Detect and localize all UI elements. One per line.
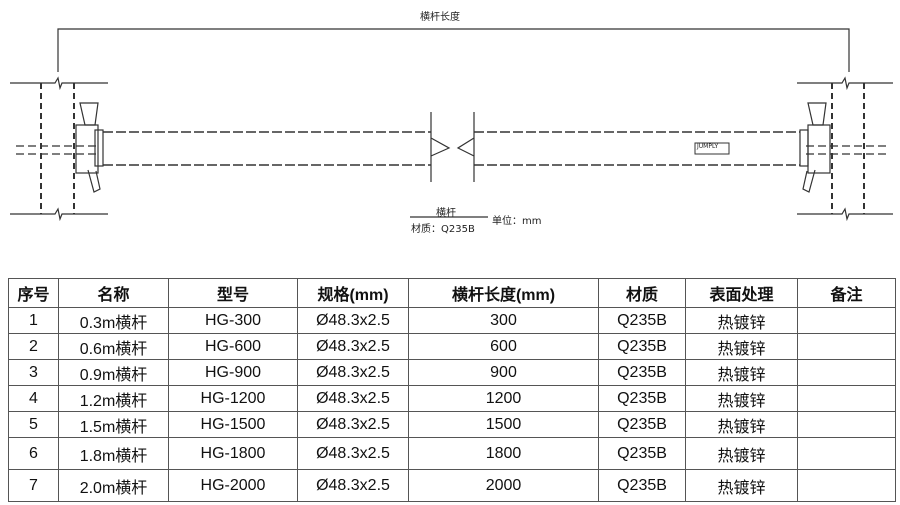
cell-remarks: [797, 469, 896, 502]
cell-name: 0.9m横杆: [58, 359, 169, 386]
left-coupler: [75, 102, 104, 193]
cell-material: Q235B: [598, 333, 686, 360]
cell-name: 2.0m横杆: [58, 469, 169, 502]
cell-model: HG-600: [168, 333, 298, 360]
dimension-line: [57, 28, 850, 72]
table-header-row: 序号 名称 型号 规格(mm) 横杆长度(mm) 材质 表面处理 备注: [8, 278, 896, 308]
spec-table: 序号 名称 型号 规格(mm) 横杆长度(mm) 材质 表面处理 备注 1 0.3m横杆 HG-3…: [8, 278, 896, 502]
cell-finish: 热镀锌: [685, 359, 798, 386]
cell-index: 7: [8, 469, 59, 502]
table-row: 1 0.3m横杆 HG-300 Ø48.3x2.5 300 Q235B 热镀锌: [8, 307, 896, 334]
cell-material: Q235B: [598, 469, 686, 502]
cell-model: HG-1200: [168, 385, 298, 412]
header-index: 序号: [8, 278, 59, 308]
table-row: 7 2.0m横杆 HG-2000 Ø48.3x2.5 2000 Q235B 热镀锌: [8, 469, 896, 502]
cell-finish: 热镀锌: [685, 307, 798, 334]
cell-index: 5: [8, 411, 59, 438]
cell-remarks: [797, 333, 896, 360]
cell-remarks: [797, 359, 896, 386]
header-finish: 表面处理: [685, 278, 798, 308]
cell-spec: Ø48.3x2.5: [297, 333, 409, 360]
cell-index: 6: [8, 437, 59, 470]
cell-length: 900: [408, 359, 599, 386]
header-name: 名称: [58, 278, 169, 308]
cell-finish: 热镀锌: [685, 437, 798, 470]
header-remarks: 备注: [797, 278, 896, 308]
cell-name: 1.8m横杆: [58, 437, 169, 470]
cell-length: 1200: [408, 385, 599, 412]
cell-model: HG-1500: [168, 411, 298, 438]
cell-spec: Ø48.3x2.5: [297, 359, 409, 386]
table-row: 4 1.2m横杆 HG-1200 Ø48.3x2.5 1200 Q235B 热镀锌: [8, 385, 896, 412]
cell-remarks: [797, 307, 896, 334]
part-name: 横杆: [436, 208, 456, 219]
unit-label: 单位：mm: [492, 216, 542, 227]
cell-material: Q235B: [598, 359, 686, 386]
cell-length: 2000: [408, 469, 599, 502]
cell-index: 3: [8, 359, 59, 386]
header-material: 材质: [598, 278, 686, 308]
right-standard: [797, 76, 893, 222]
cell-spec: Ø48.3x2.5: [297, 385, 409, 412]
cell-name: 0.6m横杆: [58, 333, 169, 360]
cell-remarks: [797, 437, 896, 470]
ledger-tube: [103, 112, 800, 182]
cell-name: 0.3m横杆: [58, 307, 169, 334]
header-model: 型号: [168, 278, 298, 308]
ledger-drawing: [10, 28, 893, 222]
cell-material: Q235B: [598, 307, 686, 334]
cell-length: 1800: [408, 437, 599, 470]
cell-finish: 热镀锌: [685, 411, 798, 438]
table-row: 2 0.6m横杆 HG-600 Ø48.3x2.5 600 Q235B 热镀锌: [8, 333, 896, 360]
material-label: 材质：Q235B: [411, 224, 475, 235]
cell-finish: 热镀锌: [685, 333, 798, 360]
cell-material: Q235B: [598, 385, 686, 412]
cell-index: 4: [8, 385, 59, 412]
cell-model: HG-1800: [168, 437, 298, 470]
cell-finish: 热镀锌: [685, 469, 798, 502]
cell-model: HG-2000: [168, 469, 298, 502]
cell-spec: Ø48.3x2.5: [297, 411, 409, 438]
header-length: 横杆长度(mm): [408, 278, 599, 308]
cell-model: HG-900: [168, 359, 298, 386]
cell-spec: Ø48.3x2.5: [297, 437, 409, 470]
right-coupler: [799, 102, 831, 193]
cell-remarks: [797, 411, 896, 438]
cell-spec: Ø48.3x2.5: [297, 307, 409, 334]
cell-material: Q235B: [598, 411, 686, 438]
cell-spec: Ø48.3x2.5: [297, 469, 409, 502]
cell-index: 1: [8, 307, 59, 334]
table-row: 5 1.5m横杆 HG-1500 Ø48.3x2.5 1500 Q235B 热镀锌: [8, 411, 896, 438]
table-row: 6 1.8m横杆 HG-1800 Ø48.3x2.5 1800 Q235B 热镀锌: [8, 437, 896, 470]
brand-stamp: JUMPLY: [697, 143, 719, 150]
dimension-label: 横杆长度: [420, 12, 460, 23]
cell-length: 600: [408, 333, 599, 360]
cell-length: 1500: [408, 411, 599, 438]
cell-length: 300: [408, 307, 599, 334]
cell-remarks: [797, 385, 896, 412]
cell-name: 1.2m横杆: [58, 385, 169, 412]
cell-index: 2: [8, 333, 59, 360]
header-spec: 规格(mm): [297, 278, 409, 308]
cell-model: HG-300: [168, 307, 298, 334]
cell-finish: 热镀锌: [685, 385, 798, 412]
left-standard: [10, 76, 108, 222]
cell-name: 1.5m横杆: [58, 411, 169, 438]
cell-material: Q235B: [598, 437, 686, 470]
table-row: 3 0.9m横杆 HG-900 Ø48.3x2.5 900 Q235B 热镀锌: [8, 359, 896, 386]
